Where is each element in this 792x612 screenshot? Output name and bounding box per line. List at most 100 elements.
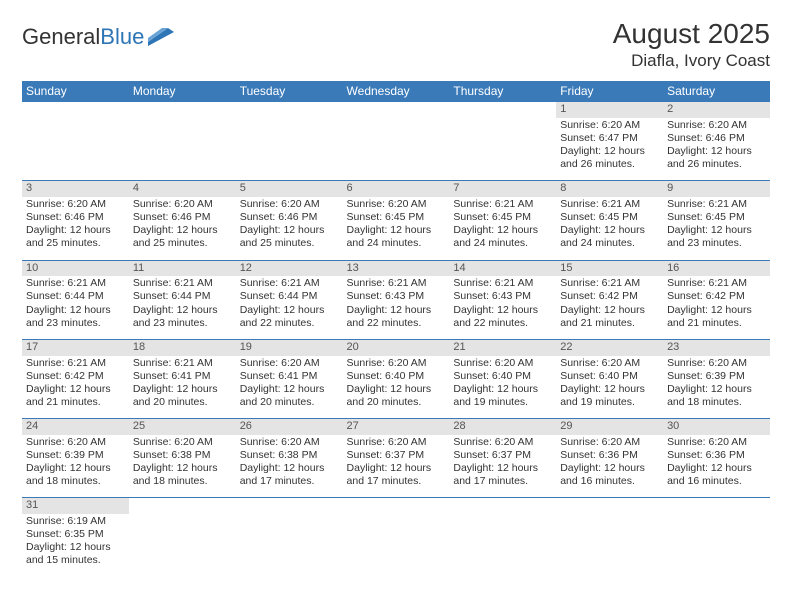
sunset-text: Sunset: 6:46 PM: [133, 211, 232, 224]
day-cell: [236, 118, 343, 181]
sunrise-text: Sunrise: 6:21 AM: [26, 277, 125, 290]
day-cell: [663, 514, 770, 577]
sunrise-text: Sunrise: 6:21 AM: [453, 198, 552, 211]
day-cell: Sunrise: 6:20 AMSunset: 6:46 PMDaylight:…: [663, 118, 770, 181]
content-row: Sunrise: 6:19 AMSunset: 6:35 PMDaylight:…: [22, 514, 770, 577]
daylight-text: Daylight: 12 hours and 20 minutes.: [240, 383, 339, 409]
daylight-text: Daylight: 12 hours and 20 minutes.: [347, 383, 446, 409]
day-number: 2: [663, 102, 770, 118]
logo-text-2: Blue: [100, 24, 144, 50]
daylight-text: Daylight: 12 hours and 16 minutes.: [560, 462, 659, 488]
day-number: 17: [22, 339, 129, 355]
day-cell: Sunrise: 6:21 AMSunset: 6:45 PMDaylight:…: [449, 197, 556, 260]
daynum-row: 12: [22, 102, 770, 118]
daylight-text: Daylight: 12 hours and 19 minutes.: [453, 383, 552, 409]
daylight-text: Daylight: 12 hours and 25 minutes.: [240, 224, 339, 250]
day-number: 9: [663, 181, 770, 197]
day-number: 7: [449, 181, 556, 197]
title-block: August 2025 Diafla, Ivory Coast: [613, 18, 770, 71]
daylight-text: Daylight: 12 hours and 25 minutes.: [133, 224, 232, 250]
day-cell: Sunrise: 6:20 AMSunset: 6:45 PMDaylight:…: [343, 197, 450, 260]
sunset-text: Sunset: 6:38 PM: [133, 449, 232, 462]
daylight-text: Daylight: 12 hours and 21 minutes.: [560, 304, 659, 330]
day-cell: Sunrise: 6:21 AMSunset: 6:45 PMDaylight:…: [663, 197, 770, 260]
sunrise-text: Sunrise: 6:21 AM: [560, 198, 659, 211]
day-cell: Sunrise: 6:20 AMSunset: 6:36 PMDaylight:…: [556, 435, 663, 498]
daylight-text: Daylight: 12 hours and 22 minutes.: [347, 304, 446, 330]
day-cell: Sunrise: 6:21 AMSunset: 6:43 PMDaylight:…: [343, 276, 450, 339]
daynum-row: 17181920212223: [22, 339, 770, 355]
day-cell: [236, 514, 343, 577]
day-number: [449, 498, 556, 514]
day-cell: Sunrise: 6:21 AMSunset: 6:43 PMDaylight:…: [449, 276, 556, 339]
sunrise-text: Sunrise: 6:20 AM: [453, 436, 552, 449]
day-number: [343, 498, 450, 514]
day-cell: Sunrise: 6:20 AMSunset: 6:41 PMDaylight:…: [236, 356, 343, 419]
sunrise-text: Sunrise: 6:20 AM: [240, 436, 339, 449]
weekday-header: Tuesday: [236, 81, 343, 102]
sunrise-text: Sunrise: 6:21 AM: [347, 277, 446, 290]
day-cell: Sunrise: 6:20 AMSunset: 6:37 PMDaylight:…: [343, 435, 450, 498]
day-number: 18: [129, 339, 236, 355]
day-cell: [22, 118, 129, 181]
day-number: 11: [129, 260, 236, 276]
daylight-text: Daylight: 12 hours and 15 minutes.: [26, 541, 125, 567]
content-row: Sunrise: 6:20 AMSunset: 6:39 PMDaylight:…: [22, 435, 770, 498]
sunrise-text: Sunrise: 6:21 AM: [133, 357, 232, 370]
sunset-text: Sunset: 6:44 PM: [26, 290, 125, 303]
daylight-text: Daylight: 12 hours and 25 minutes.: [26, 224, 125, 250]
header: GeneralBlue August 2025 Diafla, Ivory Co…: [22, 18, 770, 71]
day-number: [449, 102, 556, 118]
sunrise-text: Sunrise: 6:20 AM: [560, 357, 659, 370]
daylight-text: Daylight: 12 hours and 24 minutes.: [560, 224, 659, 250]
day-number: 25: [129, 419, 236, 435]
day-cell: Sunrise: 6:21 AMSunset: 6:42 PMDaylight:…: [556, 276, 663, 339]
sunset-text: Sunset: 6:45 PM: [453, 211, 552, 224]
logo-text-1: General: [22, 24, 100, 50]
sunset-text: Sunset: 6:35 PM: [26, 528, 125, 541]
daylight-text: Daylight: 12 hours and 23 minutes.: [26, 304, 125, 330]
sunrise-text: Sunrise: 6:21 AM: [453, 277, 552, 290]
daylight-text: Daylight: 12 hours and 22 minutes.: [240, 304, 339, 330]
day-number: [129, 498, 236, 514]
sunset-text: Sunset: 6:46 PM: [26, 211, 125, 224]
day-cell: Sunrise: 6:20 AMSunset: 6:40 PMDaylight:…: [556, 356, 663, 419]
day-number: 12: [236, 260, 343, 276]
sunrise-text: Sunrise: 6:20 AM: [453, 357, 552, 370]
location: Diafla, Ivory Coast: [613, 51, 770, 71]
flag-icon: [148, 28, 174, 46]
day-cell: Sunrise: 6:21 AMSunset: 6:45 PMDaylight:…: [556, 197, 663, 260]
daylight-text: Daylight: 12 hours and 17 minutes.: [240, 462, 339, 488]
sunset-text: Sunset: 6:37 PM: [453, 449, 552, 462]
calendar-table: Sunday Monday Tuesday Wednesday Thursday…: [22, 81, 770, 577]
day-cell: Sunrise: 6:20 AMSunset: 6:46 PMDaylight:…: [22, 197, 129, 260]
sunrise-text: Sunrise: 6:20 AM: [560, 119, 659, 132]
day-cell: Sunrise: 6:21 AMSunset: 6:42 PMDaylight:…: [22, 356, 129, 419]
sunset-text: Sunset: 6:36 PM: [667, 449, 766, 462]
day-cell: Sunrise: 6:20 AMSunset: 6:39 PMDaylight:…: [22, 435, 129, 498]
daylight-text: Daylight: 12 hours and 21 minutes.: [667, 304, 766, 330]
day-cell: Sunrise: 6:20 AMSunset: 6:37 PMDaylight:…: [449, 435, 556, 498]
sunset-text: Sunset: 6:41 PM: [240, 370, 339, 383]
sunrise-text: Sunrise: 6:20 AM: [347, 198, 446, 211]
day-cell: [449, 514, 556, 577]
daylight-text: Daylight: 12 hours and 17 minutes.: [453, 462, 552, 488]
daylight-text: Daylight: 12 hours and 18 minutes.: [26, 462, 125, 488]
day-number: 6: [343, 181, 450, 197]
day-number: [343, 102, 450, 118]
day-number: 4: [129, 181, 236, 197]
sunset-text: Sunset: 6:42 PM: [26, 370, 125, 383]
daylight-text: Daylight: 12 hours and 23 minutes.: [667, 224, 766, 250]
sunset-text: Sunset: 6:45 PM: [560, 211, 659, 224]
sunset-text: Sunset: 6:40 PM: [560, 370, 659, 383]
day-number: 10: [22, 260, 129, 276]
sunrise-text: Sunrise: 6:21 AM: [240, 277, 339, 290]
weekday-header: Sunday: [22, 81, 129, 102]
daylight-text: Daylight: 12 hours and 19 minutes.: [560, 383, 659, 409]
sunset-text: Sunset: 6:40 PM: [453, 370, 552, 383]
daylight-text: Daylight: 12 hours and 21 minutes.: [26, 383, 125, 409]
day-cell: [556, 514, 663, 577]
daynum-row: 31: [22, 498, 770, 514]
day-number: [556, 498, 663, 514]
sunset-text: Sunset: 6:40 PM: [347, 370, 446, 383]
